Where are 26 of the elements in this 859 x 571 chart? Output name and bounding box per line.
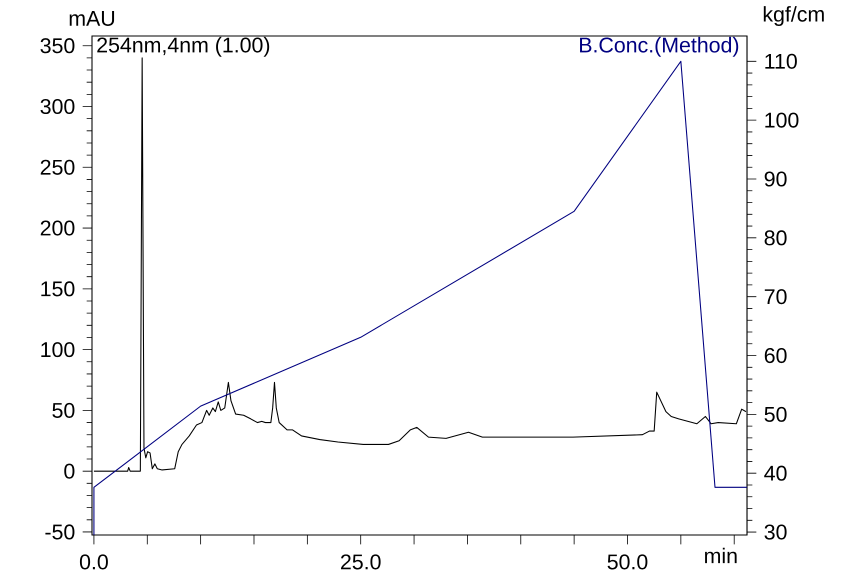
y2-tick-label: 100 [765,112,798,128]
x-tick-label: 50.0 [608,554,648,570]
y2-tick-label: 80 [764,230,787,246]
y-tick-label: 200 [40,220,74,236]
y-tick-label: -50 [45,524,74,540]
x-tick-label: 0.0 [80,554,108,570]
y-tick-label: 250 [40,160,74,175]
y-tick-label: 0 [64,464,74,479]
y-tick-label: 350 [40,38,74,54]
y-tick-label: 300 [40,98,74,114]
y2-tick-label: 30 [764,524,787,540]
y-tick-label: 100 [41,342,74,358]
y2-tick-label: 70 [764,289,787,304]
y-tick-label: 50 [52,402,74,418]
y2-tick-label: 110 [765,54,797,69]
x-axis-title: min [705,548,737,564]
y-axis-title: mAU [70,11,114,26]
y-tick-label: 150 [41,281,74,296]
y2-tick-label: 90 [764,171,787,187]
legend-label: 254nm,4nm (1.00) [97,36,270,57]
y2-tick-label: 50 [764,406,787,422]
series-label: B.Conc.(Method) [580,36,738,57]
y2-tick-label: 40 [764,466,787,481]
y2-tick-label: 60 [764,348,787,364]
y2-axis-title: kgf/cm [764,6,824,26]
x-tick-label: 25.0 [341,554,381,570]
